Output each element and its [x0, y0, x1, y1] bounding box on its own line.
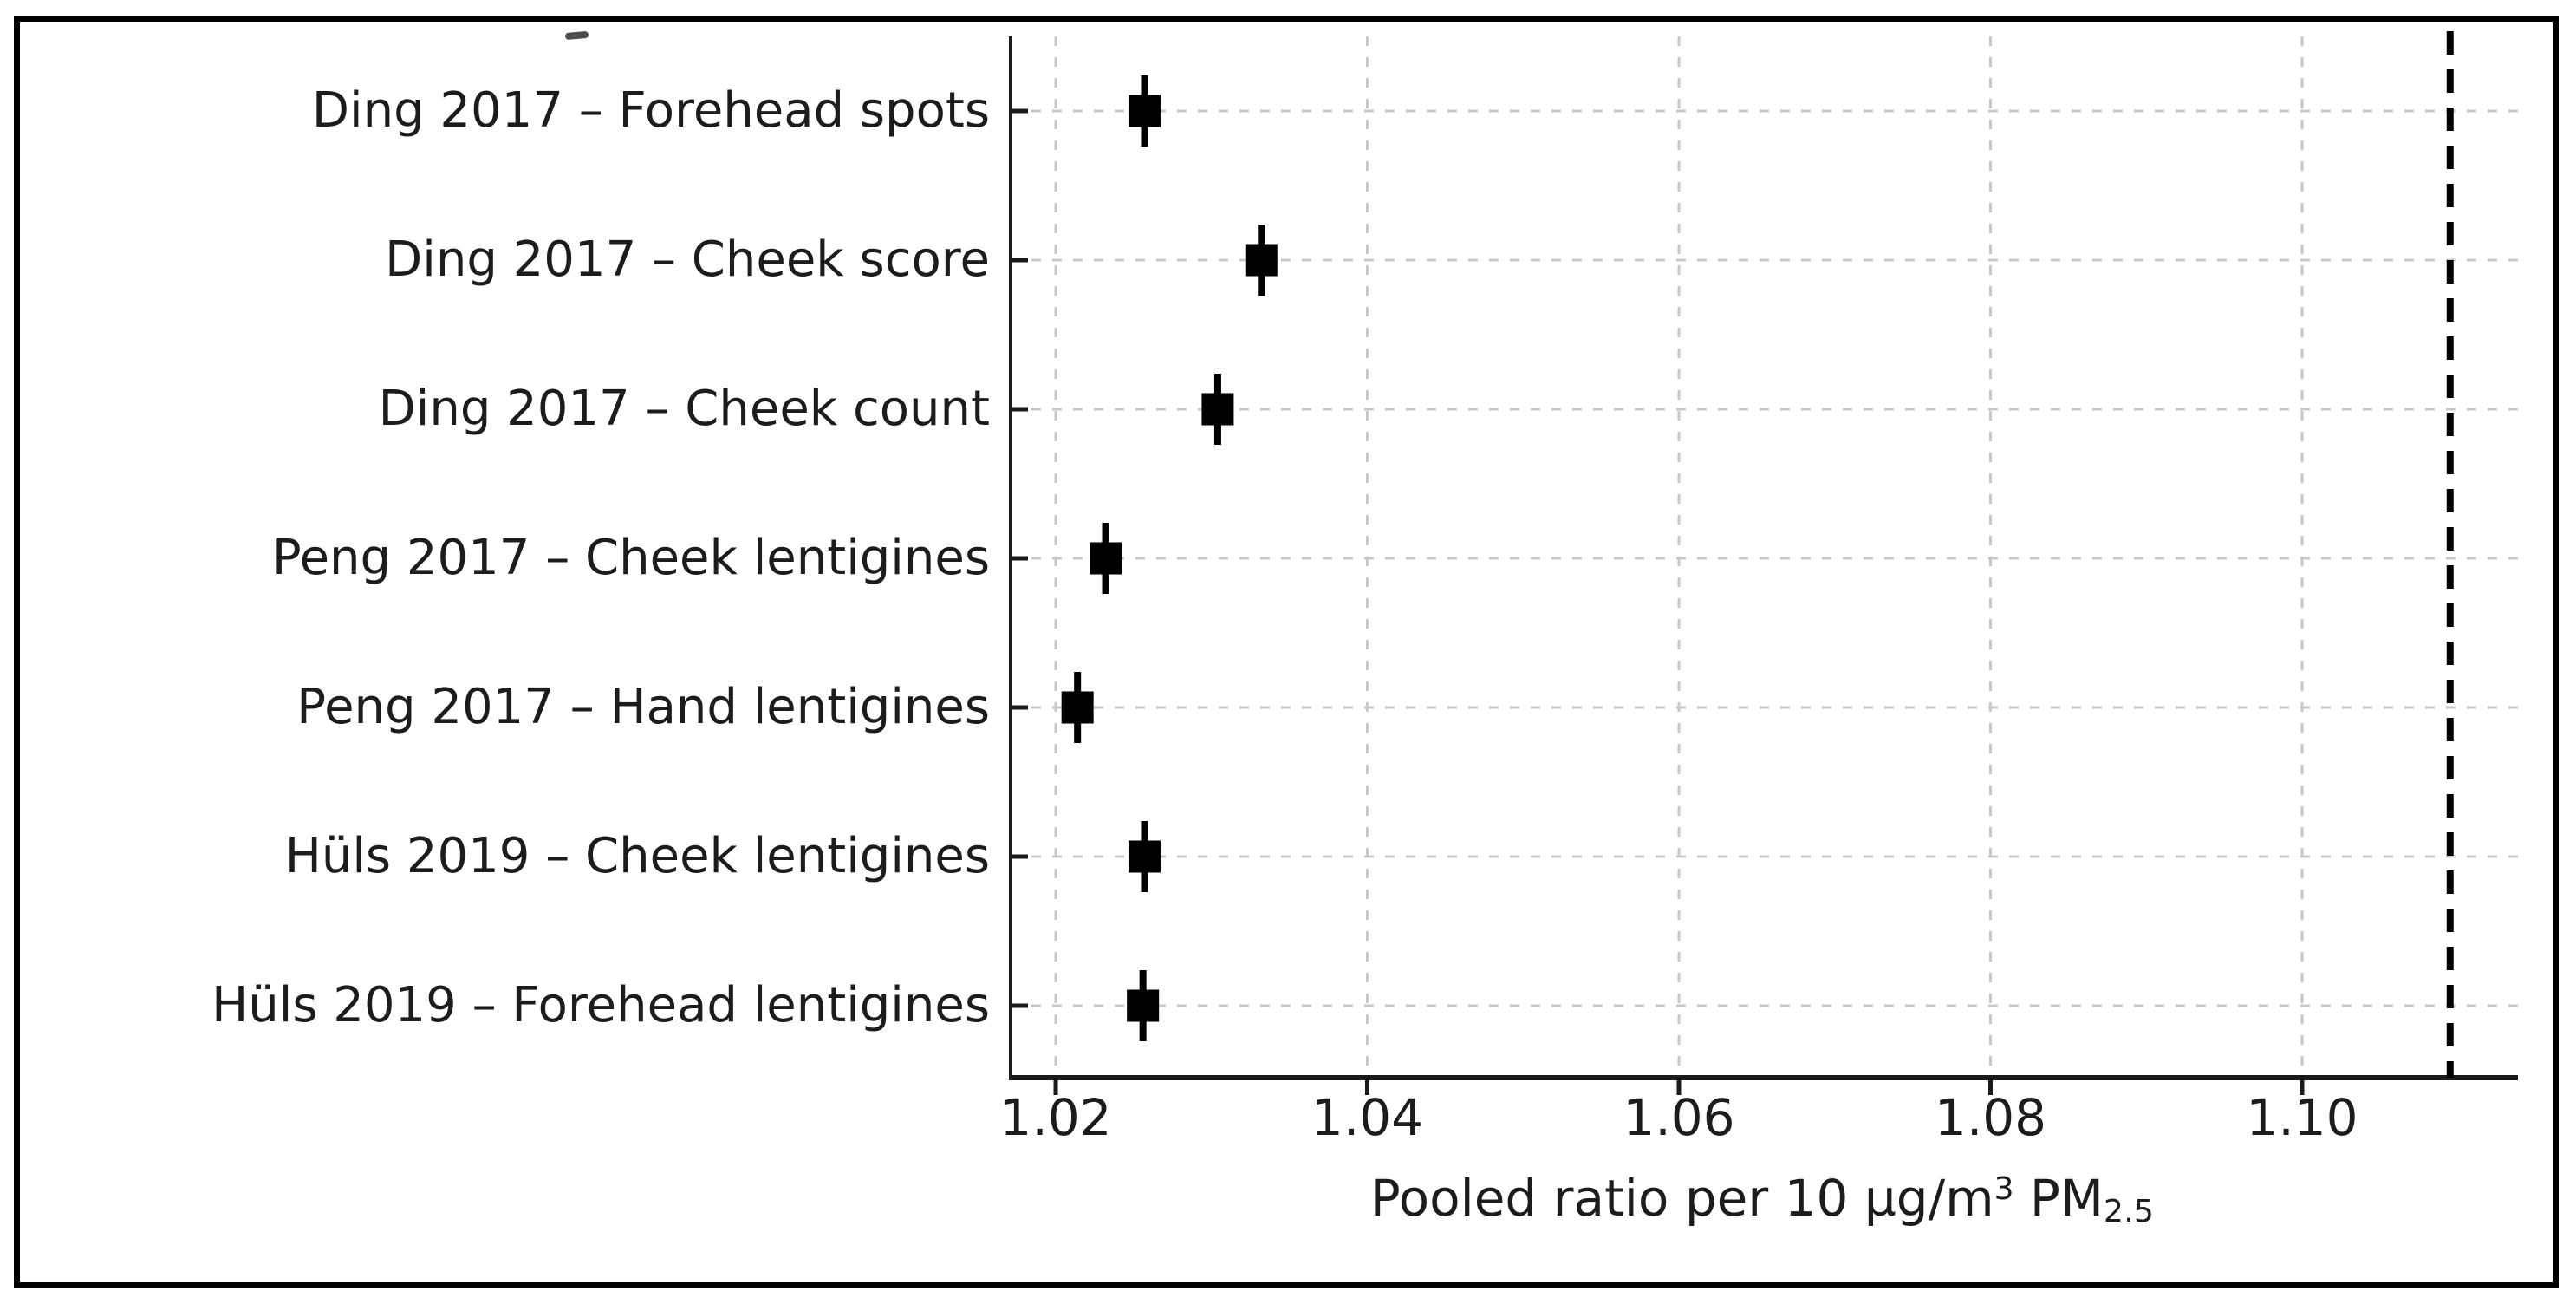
forest-marker: [1090, 542, 1122, 575]
row-label-peng-2017-hand-lentigines: Peng 2017 – Hand lentigines: [296, 679, 990, 735]
x-axis-title: Pooled ratio per 10 µg/m3 PM2.5: [1242, 1167, 2282, 1237]
superscript-3: 3: [1994, 1171, 2014, 1208]
x-axis-title-prefix: Pooled ratio per 10 µg/m: [1369, 1169, 1994, 1228]
forest-marker: [1128, 840, 1161, 873]
forest-marker: [1127, 989, 1160, 1022]
x-axis-title-pm: PM: [2013, 1169, 2104, 1228]
x-tick-label-1-10: 1.10: [2246, 1088, 2358, 1147]
row-label-huls-2019-forehead-lentigines: Hüls 2019 – Forehead lentigines: [211, 977, 990, 1033]
x-tick-label-1-04: 1.04: [1311, 1088, 1424, 1147]
x-tick-label-1-02: 1.02: [999, 1088, 1112, 1147]
forest-marker: [1245, 244, 1278, 277]
row-label-peng-2017-cheek-lentigines: Peng 2017 – Cheek lentigines: [271, 530, 990, 586]
forest-marker: [1061, 691, 1094, 724]
row-label-ding-2017-cheek-score: Ding 2017 – Cheek score: [385, 231, 990, 288]
row-label-huls-2019-cheek-lentigines: Hüls 2019 – Cheek lentigines: [284, 828, 990, 884]
row-label-ding-2017-cheek-count: Ding 2017 – Cheek count: [378, 381, 990, 437]
forest-marker: [1201, 393, 1234, 426]
forest-marker: [1128, 95, 1161, 127]
subscript-2-5: 2.5: [2103, 1194, 2155, 1230]
x-tick-label-1-08: 1.08: [1934, 1088, 2047, 1147]
row-label-ding-2017-forehead-spots: Ding 2017 – Forehead spots: [311, 82, 990, 139]
x-tick-label-1-06: 1.06: [1623, 1088, 1735, 1147]
figure-border: [14, 16, 2559, 1288]
cropped-text-artifact: [565, 31, 589, 40]
